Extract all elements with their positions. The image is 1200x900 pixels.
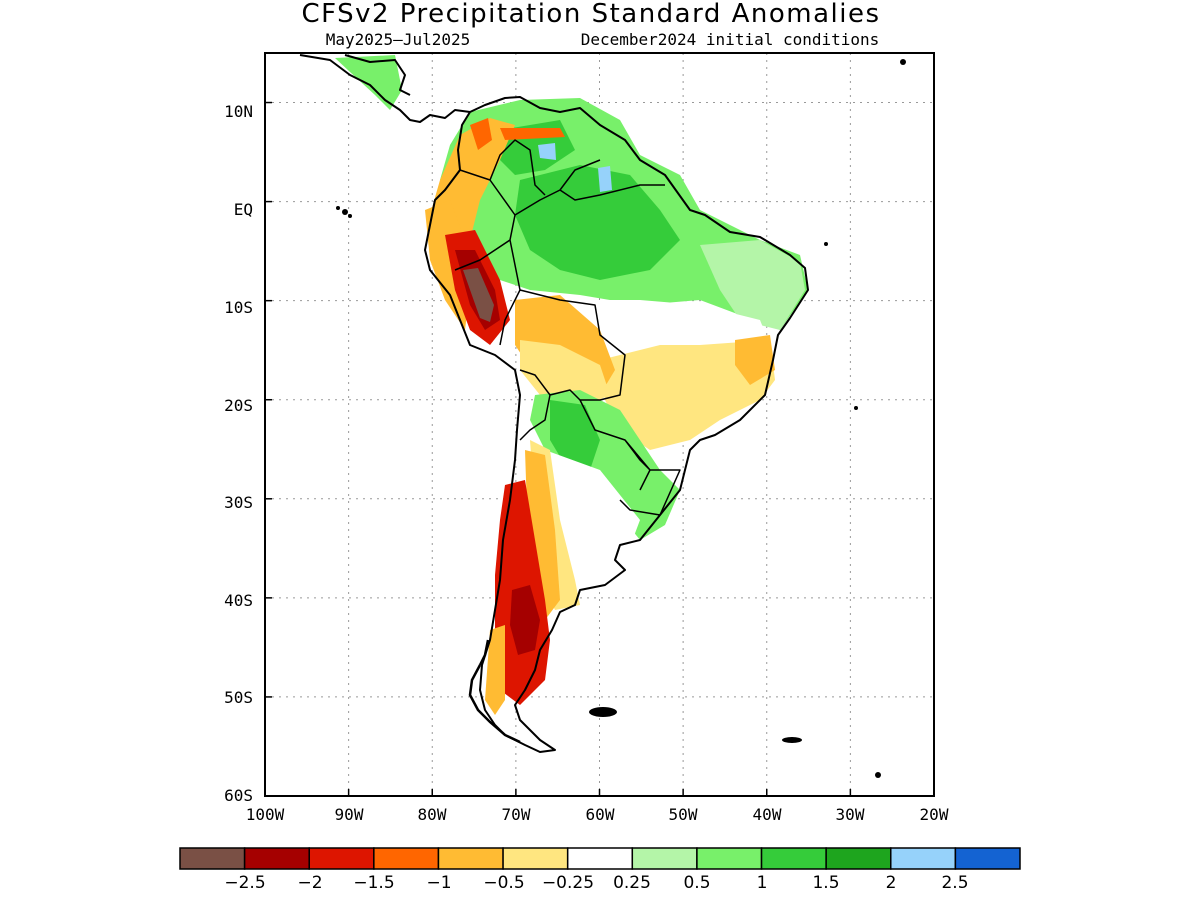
anomaly-suriname-blue xyxy=(598,166,612,192)
colorbar-swatch xyxy=(373,847,440,870)
colorbar-label: 2 xyxy=(886,873,897,893)
falkland-islands xyxy=(589,707,617,717)
anomaly-chile-darkred xyxy=(510,585,540,655)
country-borders xyxy=(454,139,681,516)
anomaly-fill-layer xyxy=(335,55,808,715)
anomaly-peru-andes-brown xyxy=(463,268,494,322)
colorbar-swatch xyxy=(631,847,698,870)
y-tick-label: 20S xyxy=(224,396,253,415)
colorbar-label: 0.25 xyxy=(613,873,651,893)
anomaly-central-brazil-yellow xyxy=(600,340,775,450)
galapagos-island xyxy=(342,209,348,215)
galapagos-island xyxy=(348,214,352,218)
map-title: CFSv2 Precipitation Standard Anomalies xyxy=(301,0,880,29)
y-tick-label: 10S xyxy=(224,298,253,317)
anomaly-patagonia-orange xyxy=(485,625,505,715)
colorbar-label: 0.5 xyxy=(683,873,710,893)
anomaly-brazil-orange-east xyxy=(735,335,775,385)
y-tick-label: 60S xyxy=(224,786,253,805)
coastline-layer xyxy=(299,54,809,753)
anomaly-bolivia-yellow xyxy=(520,340,610,410)
x-tick-label: 50W xyxy=(669,805,698,824)
axis-ticks xyxy=(264,101,935,797)
colorbar-label: −1 xyxy=(426,873,451,893)
colorbar-swatch xyxy=(696,847,763,870)
y-tick-label: 40S xyxy=(224,591,253,610)
south-georgia-island xyxy=(782,737,802,743)
chile-archipelago xyxy=(468,639,521,744)
anomaly-central-america xyxy=(335,55,402,110)
x-tick-label: 100W xyxy=(246,805,285,824)
galapagos-island xyxy=(336,206,340,210)
central-america-coastline-north xyxy=(344,54,411,96)
y-tick-label: 10N xyxy=(224,102,253,121)
colorbar xyxy=(179,847,1021,870)
x-tick-label: 90W xyxy=(335,805,364,824)
colorbar-swatch xyxy=(760,847,827,870)
x-tick-label: 60W xyxy=(586,805,615,824)
x-tick-label: 70W xyxy=(502,805,531,824)
map-area xyxy=(265,53,934,796)
anomaly-amazon-dark-green xyxy=(515,165,680,280)
island-layer xyxy=(336,59,906,778)
colorbar-label: −0.5 xyxy=(483,873,524,893)
colorbar-swatch xyxy=(179,847,246,870)
anomaly-venezuela-red-streak xyxy=(500,128,565,140)
colorbar-swatch xyxy=(954,847,1021,870)
x-tick-label: 30W xyxy=(836,805,865,824)
colorbar-swatch xyxy=(825,847,892,870)
colorbar-swatch xyxy=(437,847,504,870)
subtitle-initial-conditions: December2024 initial conditions xyxy=(581,30,880,49)
south-america-coastline xyxy=(424,96,809,753)
x-tick-label: 20W xyxy=(920,805,949,824)
y-tick-label: 30S xyxy=(224,493,253,512)
colorbar-label: −0.25 xyxy=(542,873,594,893)
colorbar-swatch xyxy=(243,847,310,870)
y-tick-label: 50S xyxy=(224,688,253,707)
colorbar-swatch xyxy=(566,847,634,870)
trindade-island xyxy=(854,406,858,410)
cape-verde-island xyxy=(900,59,906,65)
fernando-de-noronha xyxy=(824,242,828,246)
south-atlantic-island xyxy=(875,772,881,778)
colorbar-label: −1.5 xyxy=(353,873,394,893)
colorbar-labels: −2.5 −2 −1.5 −1 −0.5 −0.25 0.25 0.5 1 1.… xyxy=(224,873,968,893)
x-tick-label: 80W xyxy=(418,805,447,824)
x-axis-labels: 100W 90W 80W 70W 60W 50W 40W 30W 20W xyxy=(246,805,949,824)
colorbar-label: 2.5 xyxy=(941,873,968,893)
anomaly-colombia-red-streak xyxy=(470,118,492,150)
anomaly-guyana-blue xyxy=(538,143,556,160)
colorbar-swatch xyxy=(308,847,375,870)
colorbar-swatch xyxy=(502,847,569,870)
anomaly-paraguay-dark-green xyxy=(550,400,600,470)
central-america-coastline xyxy=(299,54,471,123)
colorbar-label: 1 xyxy=(757,873,768,893)
y-axis-labels: 10N EQ 10S 20S 30S 40S 50S 60S xyxy=(224,102,253,805)
colorbar-swatch xyxy=(890,847,957,870)
colorbar-label: −2.5 xyxy=(224,873,265,893)
colorbar-label: −2 xyxy=(297,873,322,893)
subtitle-period: May2025–Jul2025 xyxy=(326,30,471,49)
colorbar-label: 1.5 xyxy=(812,873,839,893)
anomaly-northeast-light-green xyxy=(700,240,805,330)
x-tick-label: 40W xyxy=(753,805,782,824)
y-tick-label: EQ xyxy=(234,200,253,219)
